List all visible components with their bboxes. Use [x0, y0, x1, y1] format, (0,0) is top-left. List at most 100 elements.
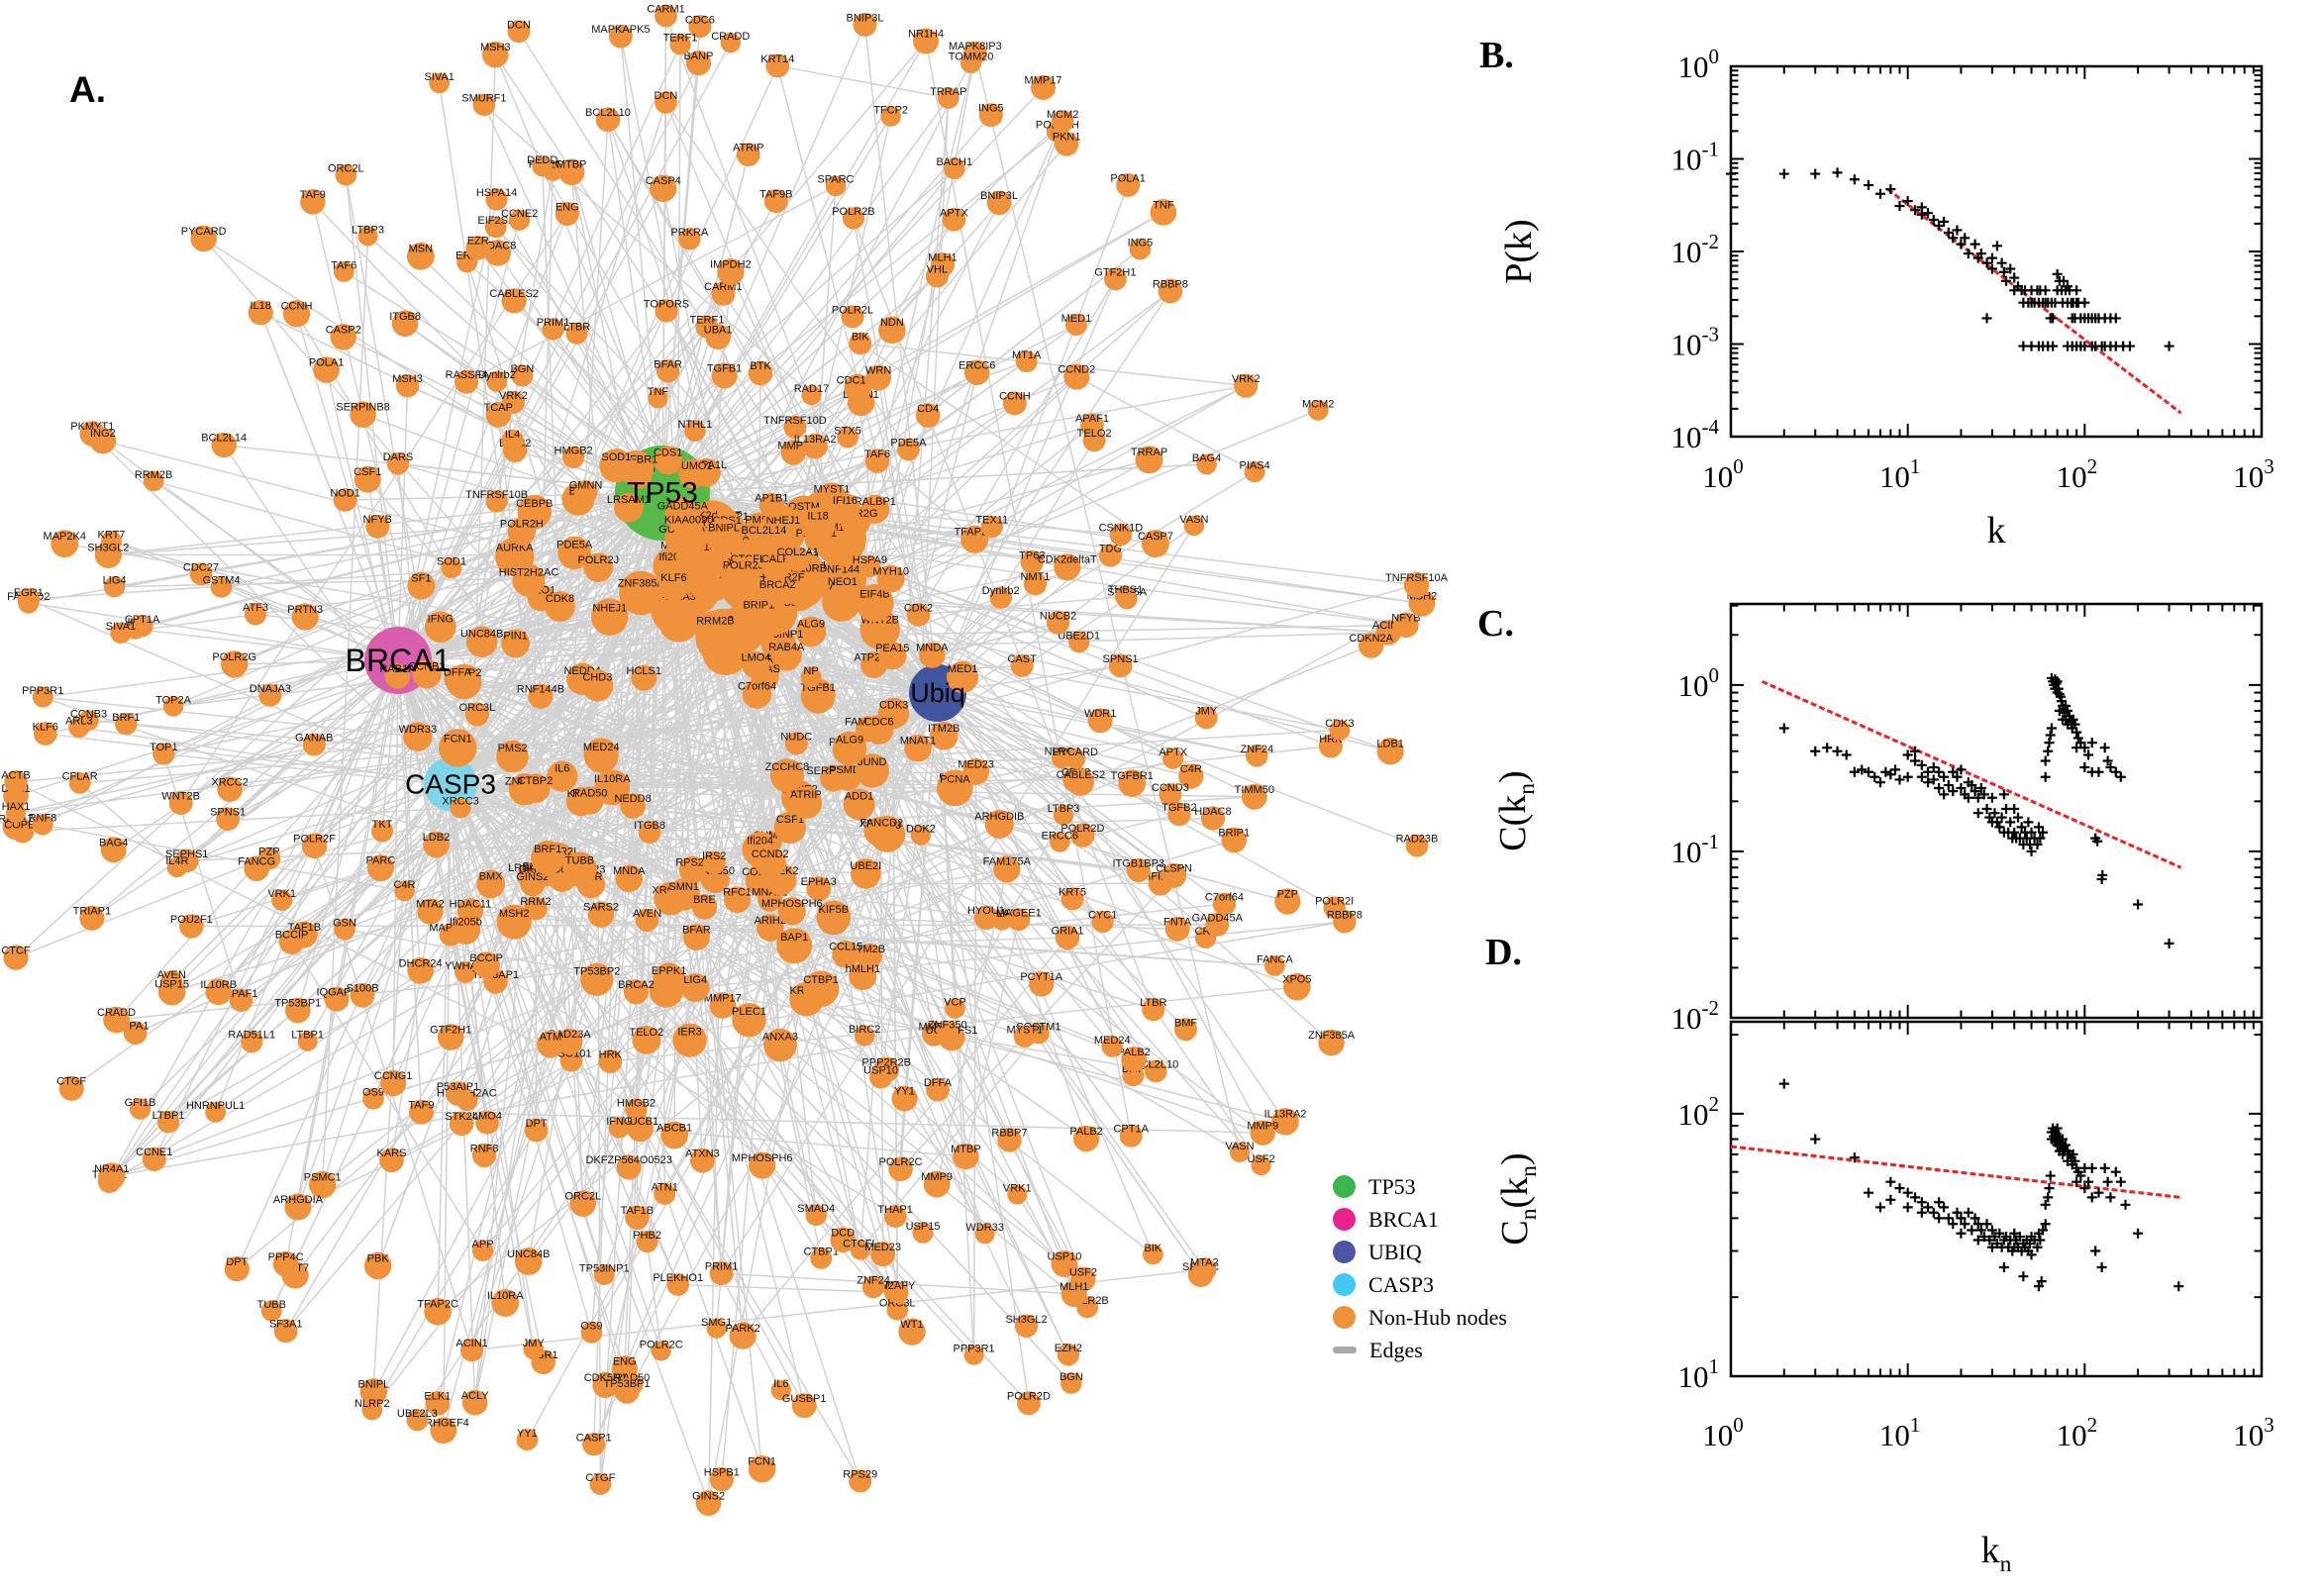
network-node [491, 1289, 520, 1317]
network-node [301, 833, 328, 859]
network-node [1064, 748, 1086, 769]
network-edge [43, 696, 418, 738]
network-node [984, 809, 1014, 839]
network-edge [450, 729, 1340, 785]
network-node [424, 1297, 452, 1326]
network-node-label: MMP17 [1025, 75, 1062, 87]
data-point [2086, 738, 2097, 748]
network-node [655, 299, 678, 323]
network-edge [764, 675, 1191, 777]
network-edge [937, 278, 1117, 694]
network-node [926, 1077, 950, 1102]
network-node [1194, 706, 1218, 730]
network-node-label: LTBP3 [352, 224, 384, 236]
network-node [888, 1156, 913, 1182]
network-node [1212, 892, 1237, 916]
network-node [1070, 823, 1095, 848]
network-node-label: DPT [526, 1118, 548, 1130]
network-node [1229, 1142, 1251, 1162]
network-node-label: NP [803, 665, 818, 677]
data-point [2071, 1176, 2082, 1187]
network-node [762, 578, 792, 607]
network-node [429, 72, 451, 94]
data-point [1934, 766, 1945, 777]
network-node [1010, 653, 1034, 677]
network-node-label: LTBR [1140, 997, 1166, 1009]
network-node [854, 1025, 875, 1047]
network-node-label: SEPHS1 [165, 848, 208, 860]
network-node [11, 820, 35, 844]
network-node-label: TP63 [1019, 549, 1045, 561]
x-axis-title: k [1987, 510, 2006, 551]
data-point [1998, 266, 2009, 277]
network-node-label: RBBP8 [1153, 278, 1188, 290]
data-point [2068, 1148, 2078, 1159]
network-node-label: NOD1 [330, 487, 360, 499]
network-node-label: USP15 [906, 1221, 941, 1233]
data-point [2068, 714, 2078, 725]
network-node [509, 209, 531, 231]
x-tick-label: 100 [1702, 454, 1744, 494]
network-node [391, 310, 419, 338]
data-point [2044, 1183, 2055, 1194]
network-node [711, 362, 738, 389]
network-node-label: BRIP1 [743, 600, 774, 612]
network-node [1141, 530, 1169, 558]
network-node-label: ARIH2 [755, 915, 786, 927]
network-node-label: IL13RA2 [794, 434, 837, 446]
network-node [424, 611, 456, 644]
network-node [850, 1240, 870, 1260]
network-node-label: VASN [1225, 1141, 1254, 1152]
network-node-label: TAF9B [759, 188, 792, 200]
network-node-label: BGN [1060, 1371, 1083, 1383]
network-node-label: USF2 [1248, 1153, 1275, 1165]
data-point [1956, 783, 1967, 794]
data-point [2018, 1271, 2029, 1282]
data-point [1956, 239, 1967, 249]
network-node [205, 978, 232, 1006]
network-node [742, 679, 772, 709]
network-node [1104, 267, 1127, 291]
network-node-label: EPHA3 [801, 876, 837, 888]
network-node-label: SH3GL2 [1005, 1314, 1047, 1326]
network-node [1393, 612, 1419, 639]
network-node-label: MNDA [613, 865, 646, 877]
network-node [1162, 748, 1184, 769]
network-node [620, 793, 646, 819]
network-node [1114, 585, 1137, 607]
data-point [2009, 804, 2020, 815]
network-node-label: KRT5 [1059, 887, 1086, 899]
data-point [1939, 1202, 1950, 1213]
network-node [32, 814, 53, 836]
data-point [2014, 1232, 2025, 1243]
network-node-label: HSPA9 [853, 554, 887, 566]
network-node [300, 189, 326, 215]
network-node-label: TP53BP1 [274, 998, 321, 1010]
network-node-label: CTCFL [843, 1239, 877, 1250]
network-node [1135, 446, 1163, 474]
network-node-label: APAF1 [224, 988, 257, 1000]
network-node [394, 880, 415, 902]
network-node [514, 1247, 543, 1275]
network-edge [108, 553, 1111, 556]
network-node [524, 896, 548, 921]
data-point [1934, 1197, 1945, 1208]
network-node [1318, 1029, 1345, 1056]
network-node-label: POLR2B [832, 206, 874, 218]
network-node [1057, 1344, 1080, 1366]
network-node-label: POLR2C [640, 1339, 683, 1350]
network-node [520, 773, 551, 804]
network-node [763, 1028, 797, 1062]
data-point [2075, 738, 2086, 748]
network-node-label: PMS2 [498, 743, 528, 754]
data-point [1874, 188, 1885, 199]
network-node-label: BRE [693, 894, 716, 906]
network-node-label: RPS29 [843, 1468, 877, 1480]
network-node [471, 1240, 494, 1261]
network-node-label: MLH1 [928, 252, 957, 264]
network-node [465, 236, 490, 260]
data-point [1885, 1176, 1896, 1187]
network-node-label: SARS2 [583, 902, 619, 914]
network-node [923, 1170, 951, 1198]
network-node [937, 87, 960, 109]
